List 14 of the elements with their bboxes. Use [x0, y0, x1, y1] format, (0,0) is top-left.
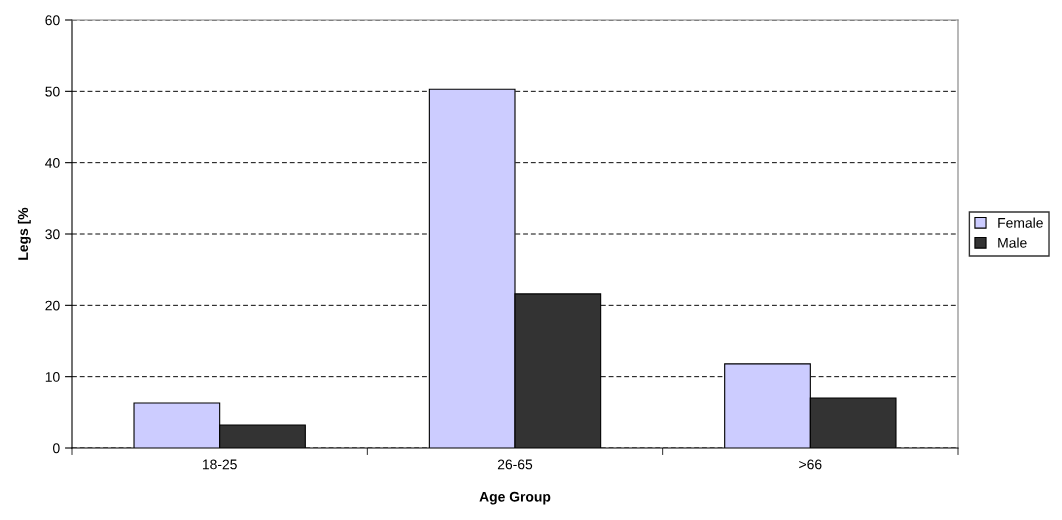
y-tick-label: 40	[45, 158, 60, 168]
x-tick-label: 18-25	[202, 459, 237, 470]
x-tick-label: >66	[799, 459, 822, 470]
x-tick-label: 26-65	[497, 459, 533, 470]
y-tick-label: 30	[45, 229, 60, 240]
y-axis-title: Legs [%	[17, 207, 31, 260]
y-tick-label: 10	[45, 372, 60, 382]
y-tick-label: 0	[53, 443, 60, 454]
legend-label: Male	[998, 237, 1027, 248]
legend-label: Female	[998, 217, 1043, 228]
y-tick-label: 50	[45, 86, 60, 97]
y-tick-label: 60	[45, 15, 60, 26]
y-tick-label: 20	[45, 300, 60, 311]
x-axis-title: Age Group	[479, 491, 551, 505]
